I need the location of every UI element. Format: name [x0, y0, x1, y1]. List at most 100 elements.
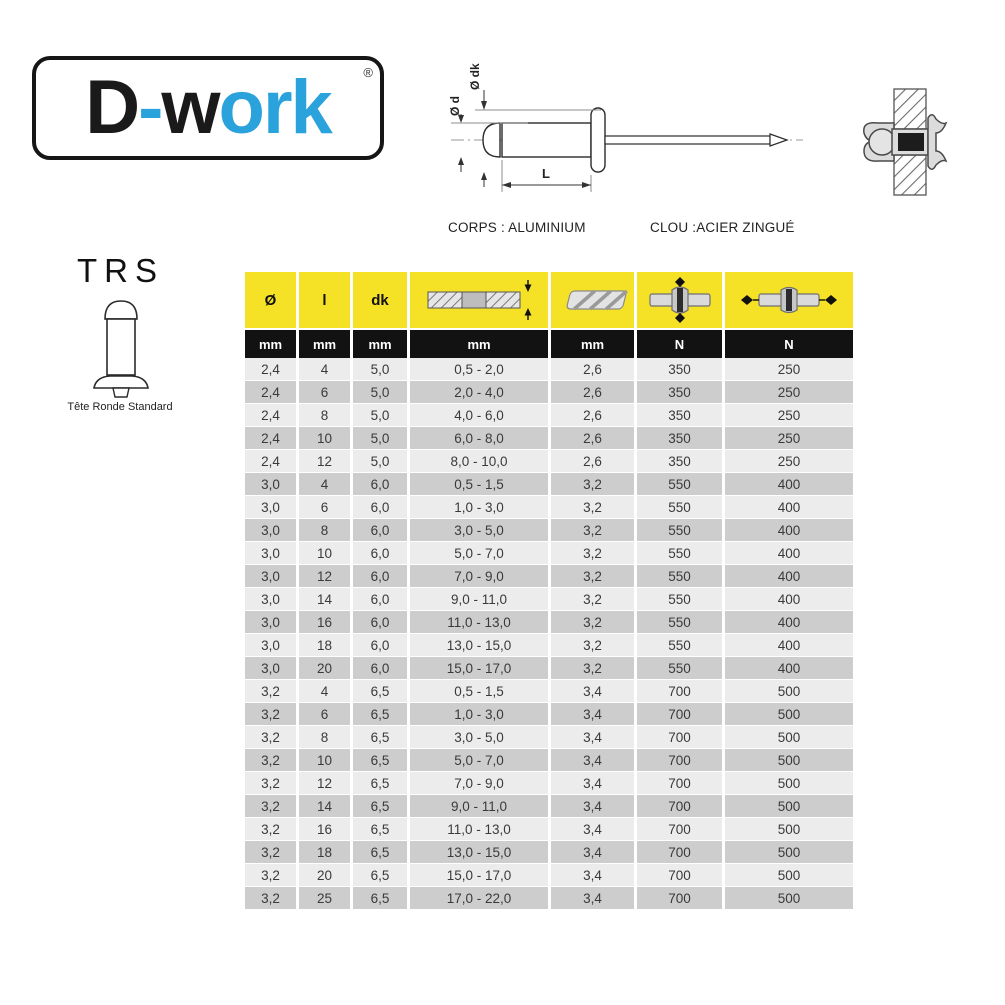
table-cell: 3,2	[245, 703, 299, 726]
table-row: 2,4 12 5,0 8,0 - 10,0 2,6 350 250	[245, 450, 853, 473]
table-cell: 6,0 - 8,0	[410, 427, 551, 450]
table-units-row: mm mm mm mm mm N N	[245, 330, 853, 358]
table-cell: 550	[637, 565, 725, 588]
rivet-body	[501, 122, 592, 158]
col-header-tensile-strength	[725, 272, 853, 330]
table-cell: 500	[725, 772, 853, 795]
table-cell: 5,0	[353, 381, 410, 404]
table-cell: 3,2	[551, 634, 637, 657]
table-cell: 400	[725, 657, 853, 680]
rivet-stem	[112, 387, 130, 398]
unit-cell: mm	[353, 330, 410, 358]
table-cell: 11,0 - 13,0	[410, 611, 551, 634]
round-head-rivet-icon	[93, 300, 149, 398]
table-cell: 6,5	[353, 726, 410, 749]
table-cell: 6,5	[353, 818, 410, 841]
table-cell: 700	[637, 887, 725, 910]
table-row: 2,4 8 5,0 4,0 - 6,0 2,6 350 250	[245, 404, 853, 427]
table-cell: 700	[637, 703, 725, 726]
table-cell: 4	[299, 680, 353, 703]
broken-mandrel	[898, 133, 924, 151]
table-cell: 500	[725, 864, 853, 887]
table-cell: 6	[299, 496, 353, 519]
table-cell: 2,0 - 4,0	[410, 381, 551, 404]
table-cell: 6,5	[353, 703, 410, 726]
dim-length-label: L	[542, 166, 550, 181]
table-cell: 550	[637, 496, 725, 519]
table-row: 3,2 18 6,5 13,0 - 15,0 3,4 700 500	[245, 841, 853, 864]
table-cell: 700	[637, 795, 725, 818]
table-cell: 6,5	[353, 795, 410, 818]
shear-strength-icon	[648, 277, 711, 323]
unit-cell: mm	[410, 330, 551, 358]
table-cell: 2,6	[551, 450, 637, 473]
table-row: 2,4 10 5,0 6,0 - 8,0 2,6 350 250	[245, 427, 853, 450]
product-code: TRS	[77, 252, 164, 289]
table-cell: 3,2	[245, 680, 299, 703]
table-cell: 3,0 - 5,0	[410, 726, 551, 749]
col-header-drill-hole	[551, 272, 637, 330]
table-cell: 400	[725, 611, 853, 634]
col-header-shear-strength	[637, 272, 725, 330]
table-cell: 700	[637, 864, 725, 887]
table-cell: 3,2	[551, 611, 637, 634]
drill-hole-icon	[566, 289, 628, 311]
table-cell: 2,4	[245, 381, 299, 404]
table-row: 3,2 4 6,5 0,5 - 1,5 3,4 700 500	[245, 680, 853, 703]
table-cell: 3,2	[245, 749, 299, 772]
table-cell: 8	[299, 726, 353, 749]
table-cell: 250	[725, 358, 853, 381]
table-cell: 7,0 - 9,0	[410, 772, 551, 795]
table-cell: 250	[725, 404, 853, 427]
rivet-mandrel	[604, 135, 771, 145]
table-cell: 500	[725, 726, 853, 749]
table-cell: 400	[725, 496, 853, 519]
table-cell: 3,2	[551, 565, 637, 588]
table-cell: 6,5	[353, 864, 410, 887]
table-cell: 10	[299, 427, 353, 450]
table-cell: 2,4	[245, 358, 299, 381]
rivet-flange-section	[927, 114, 948, 170]
rivet-technical-drawing: Ø dk Ø d L	[433, 50, 833, 235]
table-cell: 9,0 - 11,0	[410, 795, 551, 818]
table-cell: 3,4	[551, 726, 637, 749]
brand-logo: D-work ®	[32, 56, 384, 160]
tensile-strength-icon	[741, 286, 837, 314]
rivet-shell	[106, 318, 136, 376]
table-cell: 3,2	[245, 818, 299, 841]
table-row: 3,2 20 6,5 15,0 - 17,0 3,4 700 500	[245, 864, 853, 887]
table-cell: 5,0	[353, 358, 410, 381]
table-cell: 400	[725, 588, 853, 611]
table-cell: 250	[725, 427, 853, 450]
table-row: 3,2 6 6,5 1,0 - 3,0 3,4 700 500	[245, 703, 853, 726]
table-cell: 550	[637, 657, 725, 680]
table-row: 3,0 16 6,0 11,0 - 13,0 3,2 550 400	[245, 611, 853, 634]
table-cell: 10	[299, 749, 353, 772]
table-cell: 3,4	[551, 680, 637, 703]
table-cell: 2,6	[551, 381, 637, 404]
table-cell: 3,2	[551, 542, 637, 565]
table-cell: 10	[299, 542, 353, 565]
table-cell: 17,0 - 22,0	[410, 887, 551, 910]
table-row: 3,2 16 6,5 11,0 - 13,0 3,4 700 500	[245, 818, 853, 841]
table-cell: 6,0	[353, 473, 410, 496]
trs-figure	[88, 293, 154, 399]
table-cell: 3,0 - 5,0	[410, 519, 551, 542]
table-cell: 500	[725, 887, 853, 910]
table-cell: 5,0	[353, 450, 410, 473]
plate-top	[893, 88, 927, 130]
table-cell: 8,0 - 10,0	[410, 450, 551, 473]
table-cell: 6,5	[353, 841, 410, 864]
table-cell: 14	[299, 795, 353, 818]
table-cell: 3,0	[245, 519, 299, 542]
table-row: 2,4 4 5,0 0,5 - 2,0 2,6 350 250	[245, 358, 853, 381]
table-cell: 3,4	[551, 772, 637, 795]
table-cell: 3,2	[245, 772, 299, 795]
table-row: 3,0 4 6,0 0,5 - 1,5 3,2 550 400	[245, 473, 853, 496]
table-cell: 700	[637, 749, 725, 772]
installed-rivet-illustration	[858, 85, 958, 200]
table-cell: 550	[637, 542, 725, 565]
nail-material-label: CLOU :ACIER ZINGUÉ	[650, 220, 795, 235]
table-cell: 13,0 - 15,0	[410, 634, 551, 657]
